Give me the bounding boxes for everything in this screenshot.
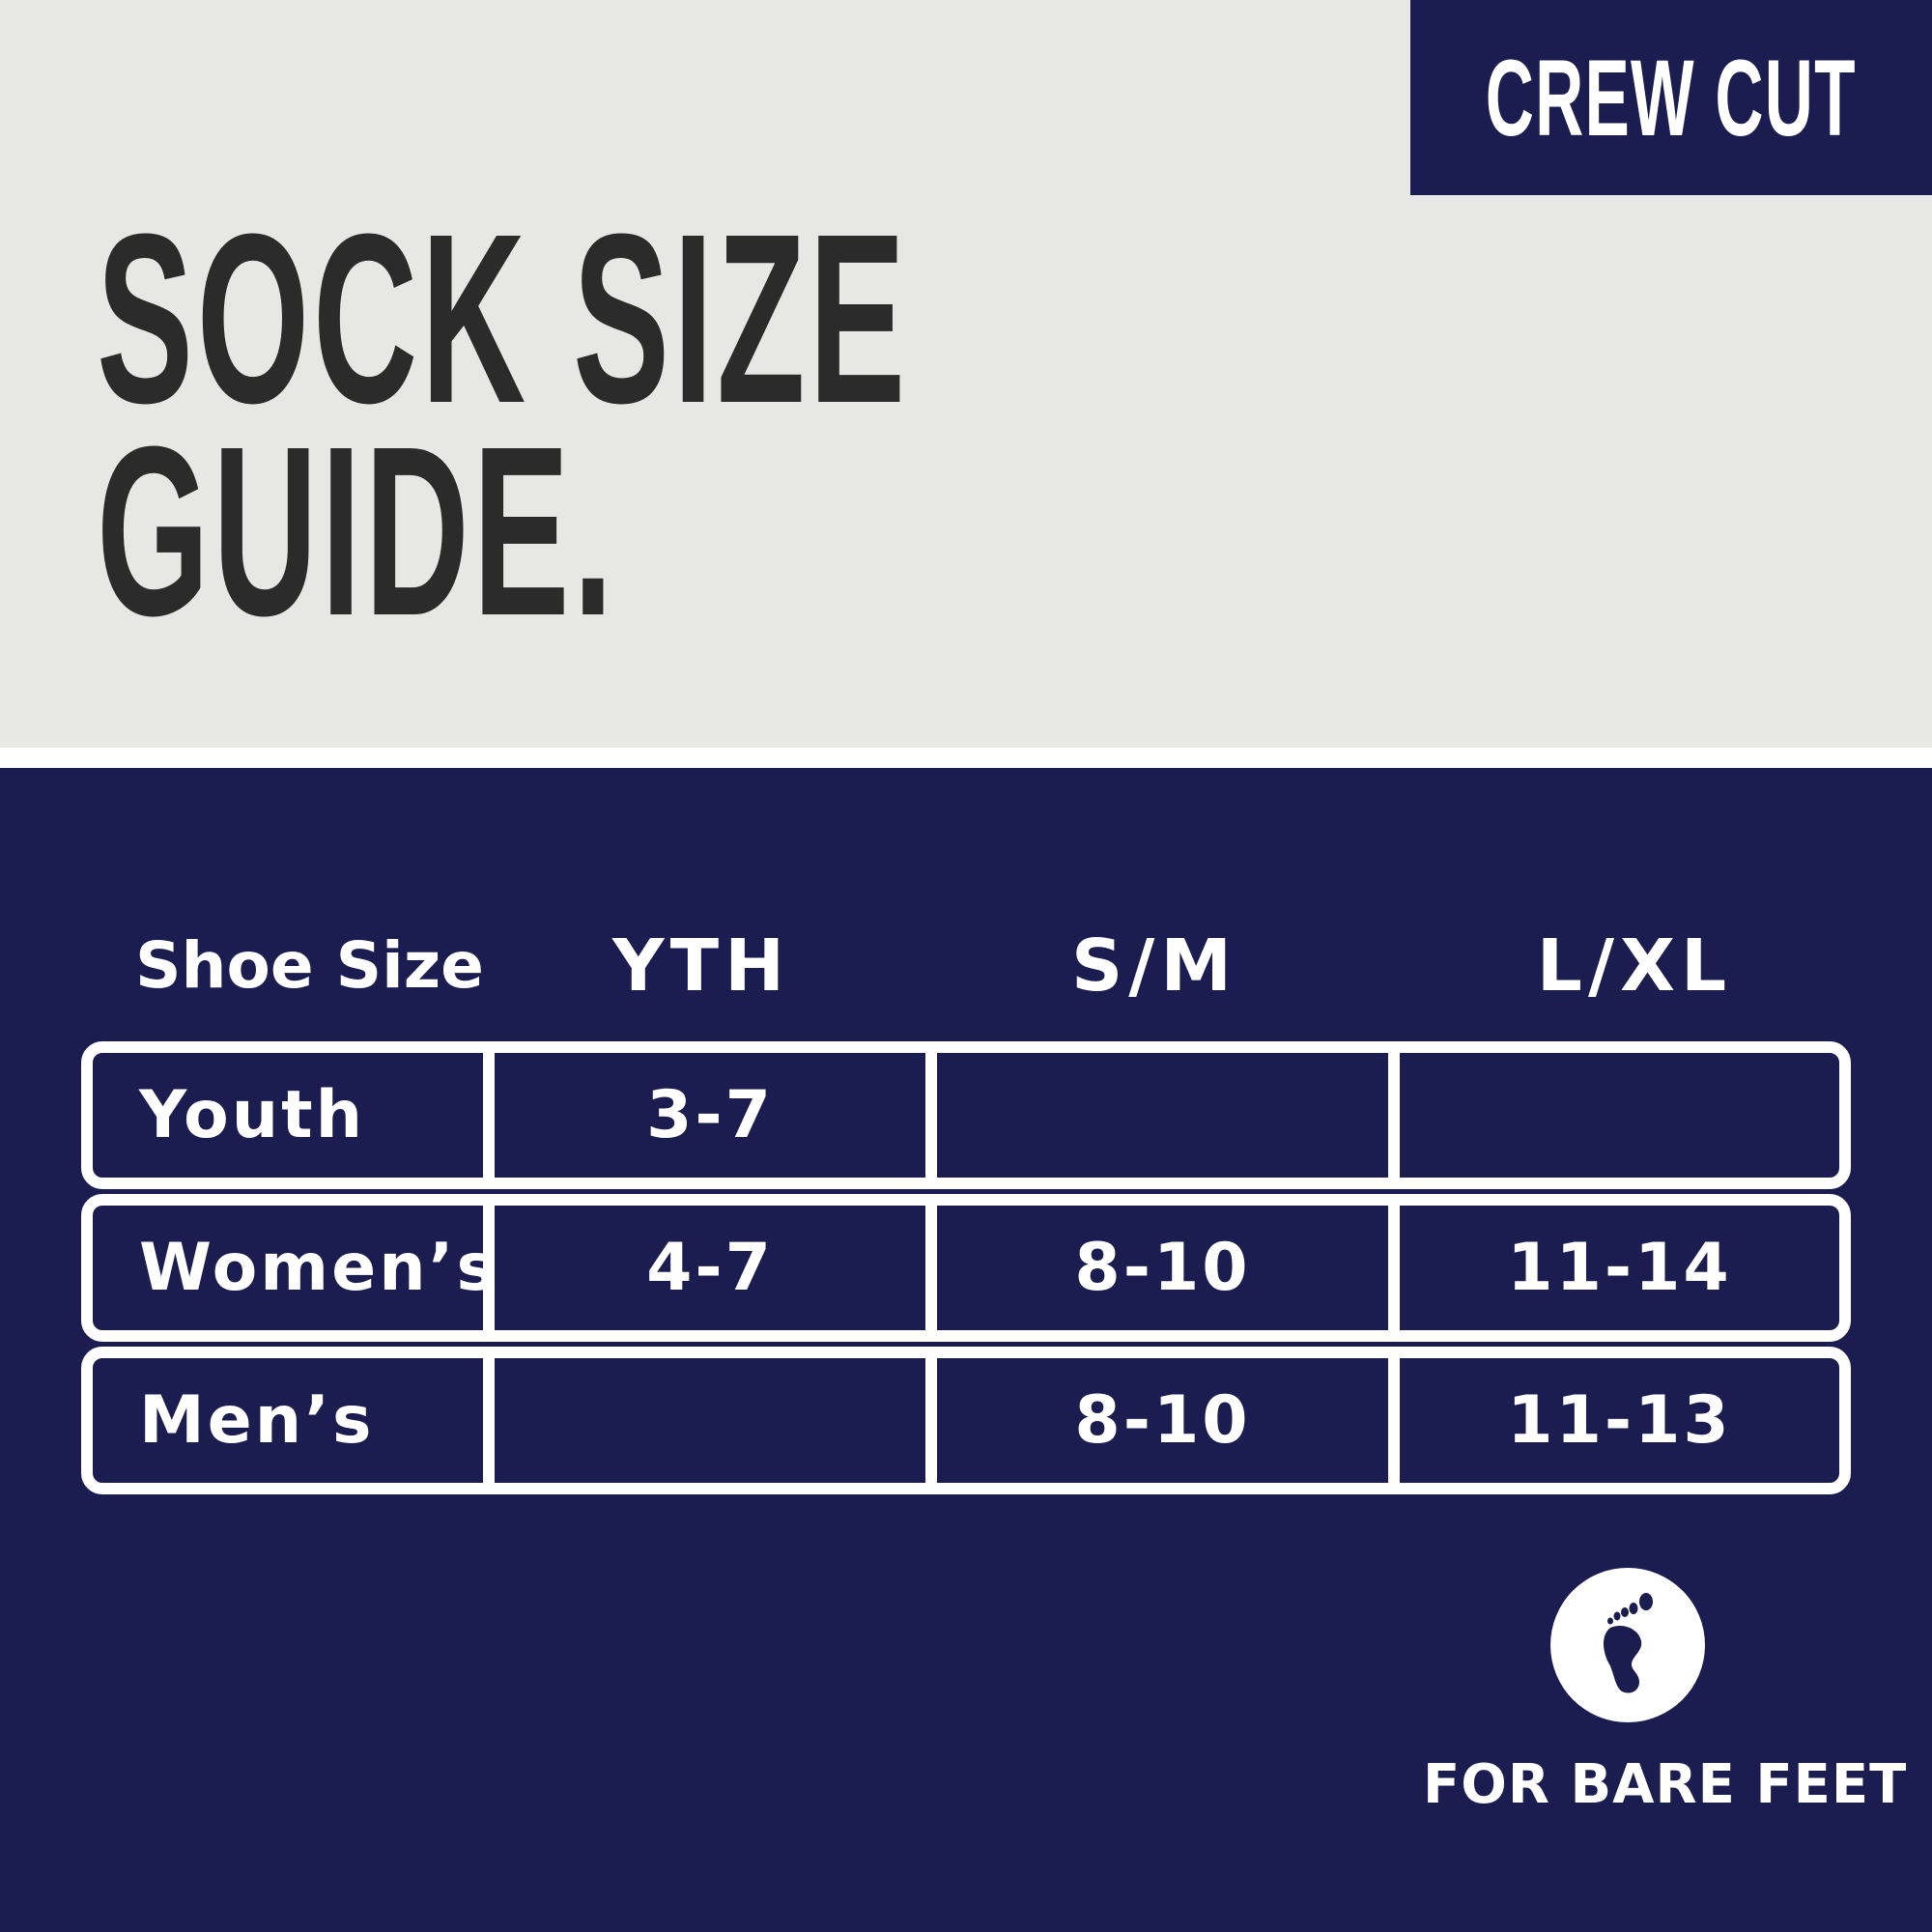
table-row: Women’s 4-7 8-10 11-14 <box>81 1194 1851 1342</box>
bare-foot-icon <box>1550 1568 1705 1722</box>
table-cell: 8-10 <box>937 1358 1400 1483</box>
header-sm: S/M <box>1071 924 1237 1008</box>
table-cell: 4-7 <box>495 1206 937 1330</box>
page-title-line1: SOCK SIZE <box>97 184 909 453</box>
table-cell: 8-10 <box>937 1206 1400 1330</box>
for-bare-feet-label: FOR BARE FEET <box>1423 1753 1908 1816</box>
table-cell <box>495 1358 937 1483</box>
table-cell <box>937 1053 1400 1178</box>
table-cell: 11-13 <box>1507 1382 1732 1459</box>
header-yth: YTH <box>612 924 790 1008</box>
table-cell: 3-7 <box>495 1053 937 1178</box>
header-shoe-size: Shoe Size <box>135 928 484 1003</box>
badge-label: CREW CUT <box>1485 37 1858 158</box>
row-label: Men’s <box>93 1358 495 1483</box>
row-label: Youth <box>93 1053 495 1178</box>
table-cell <box>1400 1053 1839 1178</box>
table-row: Youth 3-7 <box>81 1041 1851 1189</box>
crew-cut-badge: CREW CUT <box>1410 0 1932 195</box>
page-title-line2: GUIDE. <box>97 396 617 666</box>
divider <box>0 748 1932 768</box>
table-row: Men’s 8-10 11-13 <box>81 1347 1851 1494</box>
table-cell: 11-14 <box>1507 1230 1732 1306</box>
row-label: Women’s <box>93 1206 496 1330</box>
size-table: Youth 3-7 Women’s 4-7 8-10 11-14 Men’s 8… <box>81 1041 1851 1499</box>
header-lxl: L/XL <box>1536 924 1733 1008</box>
